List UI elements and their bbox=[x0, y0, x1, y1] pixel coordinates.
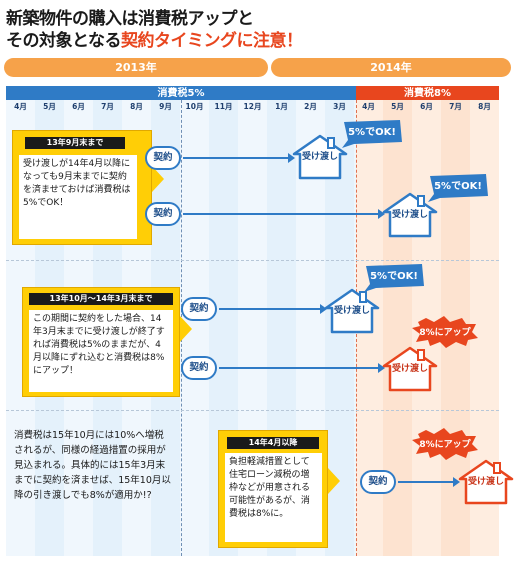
section1-text: 受け渡しが14年4月以降になっても9月末までに契約を済ませておけば消費税は5%で… bbox=[19, 155, 137, 239]
contract-pill-1a: 契約 bbox=[145, 146, 181, 170]
delivery-house-1b: 受け渡し bbox=[380, 190, 440, 242]
section1-box: 13年9月末まで 受け渡しが14年4月以降になっても9月末までに契約を済ませてお… bbox=[12, 130, 152, 245]
ok-badge-1a-text: 5%でOK! bbox=[348, 127, 396, 138]
headline-highlight: 契約タイミング bbox=[121, 31, 237, 51]
delivery-house-3: 受け渡し bbox=[456, 457, 516, 509]
month-label: 5月 bbox=[391, 102, 404, 111]
up-badge-2b-text: 8%にアップ bbox=[419, 328, 471, 338]
speech-burst-icon bbox=[364, 264, 424, 292]
month-label: 7月 bbox=[449, 102, 462, 111]
up-badge-3-text: 8%にアップ bbox=[419, 440, 471, 450]
delivery-label-2a: 受け渡し bbox=[333, 306, 370, 316]
up-badge-3: 8%にアップ bbox=[412, 428, 478, 464]
month-label: 4月 bbox=[14, 102, 27, 111]
contract-pill-1b: 契約 bbox=[145, 202, 181, 226]
ok-badge-1a: 5%でOK! bbox=[340, 118, 404, 152]
explosion-burst-icon bbox=[412, 428, 478, 460]
tax-8-label: 消費税8% bbox=[404, 88, 451, 99]
explosion-burst-icon bbox=[412, 316, 478, 348]
arrow-1a bbox=[183, 153, 295, 163]
arrow-3 bbox=[398, 477, 460, 487]
month-label: 9月 bbox=[159, 102, 172, 111]
house-icon bbox=[382, 192, 438, 238]
section-divider-2 bbox=[6, 410, 499, 411]
section3-box: 14年4月以降 負担軽減措置として住宅ローン減税の増枠などが用意される可能性があ… bbox=[218, 430, 328, 548]
section2-box: 13年10月～14年3月末まで この期間に契約をした場合、14年3月末までに受け… bbox=[22, 287, 180, 397]
section3-title: 14年4月以降 bbox=[227, 437, 319, 449]
ok-badge-1b: 5%でOK! bbox=[426, 172, 490, 206]
house-icon bbox=[458, 459, 514, 505]
delivery-house-2b: 受け渡し bbox=[380, 344, 440, 396]
up-badge-2b: 8%にアップ bbox=[412, 316, 478, 352]
tax-period-5pct: 消費税5% bbox=[6, 86, 356, 101]
month-label: 11月 bbox=[214, 102, 233, 111]
arrow-2a bbox=[219, 304, 327, 314]
contract-pill-3: 契約 bbox=[360, 470, 396, 494]
section1-title: 13年9月末まで bbox=[25, 137, 125, 149]
headline-prefix: その対象となる bbox=[6, 31, 122, 51]
arrow-1b bbox=[183, 209, 385, 219]
delivery-label-2b: 受け渡し bbox=[391, 364, 428, 374]
year-2014-bar: 2014年 bbox=[271, 58, 511, 77]
section3-side-text: 消費税は15年10月には10%へ増税されるが、同様の経過措置の採用が見込まれる。… bbox=[14, 430, 171, 501]
month-label: 5月 bbox=[43, 102, 56, 111]
tax-period-8pct: 消費税8% bbox=[356, 86, 499, 101]
contract-pill-2a: 契約 bbox=[181, 297, 217, 321]
ok-badge-2a: 5%でOK! bbox=[362, 262, 426, 296]
speech-burst-icon bbox=[342, 120, 402, 148]
delivery-label-1b: 受け渡し bbox=[391, 210, 428, 220]
section1-pointer bbox=[152, 166, 164, 192]
month-label: 6月 bbox=[420, 102, 433, 111]
delivery-label-1a: 受け渡し bbox=[301, 152, 338, 162]
delivery-label-3: 受け渡し bbox=[467, 477, 504, 487]
house-icon bbox=[382, 346, 438, 392]
month-label: 3月 bbox=[333, 102, 346, 111]
delivery-house-2a: 受け渡し bbox=[322, 286, 382, 338]
year-2013-bar: 2013年 bbox=[4, 58, 268, 77]
month-label: 6月 bbox=[72, 102, 85, 111]
headline-suffix: に注意！ bbox=[236, 31, 304, 51]
delivery-house-1a: 受け渡し bbox=[290, 132, 350, 184]
house-icon bbox=[324, 288, 380, 334]
section3-text: 負担軽減措置として住宅ローン減税の増枠などが用意される可能性があるが、消費税は8… bbox=[225, 453, 322, 542]
section3-pointer bbox=[328, 468, 340, 494]
month-label: 8月 bbox=[478, 102, 491, 111]
section2-pointer bbox=[180, 316, 192, 342]
month-label: 7月 bbox=[101, 102, 114, 111]
month-label: 1月 bbox=[275, 102, 288, 111]
month-label: 12月 bbox=[243, 102, 262, 111]
house-icon bbox=[292, 134, 348, 180]
month-label: 10月 bbox=[185, 102, 204, 111]
month-label: 8月 bbox=[130, 102, 143, 111]
speech-burst-icon bbox=[428, 174, 488, 202]
arrow-2b bbox=[219, 363, 385, 373]
ok-badge-1b-text: 5%でOK! bbox=[434, 181, 482, 192]
section2-title: 13年10月～14年3月末まで bbox=[29, 293, 173, 305]
tax-5-label: 消費税5% bbox=[157, 88, 205, 99]
section-divider-1 bbox=[6, 260, 499, 261]
headline-line2: その対象となる契約タイミングに注意！ bbox=[6, 26, 303, 51]
month-label: 4月 bbox=[362, 102, 375, 111]
month-label: 2月 bbox=[304, 102, 317, 111]
ok-badge-2a-text: 5%でOK! bbox=[370, 271, 418, 282]
headline-line1: 新築物件の購入は消費税アップと bbox=[6, 9, 254, 29]
contract-pill-2b: 契約 bbox=[181, 356, 217, 380]
section2-text: この期間に契約をした場合、14年3月末までに受け渡しが終了すれば消費税は5%のま… bbox=[29, 310, 173, 392]
